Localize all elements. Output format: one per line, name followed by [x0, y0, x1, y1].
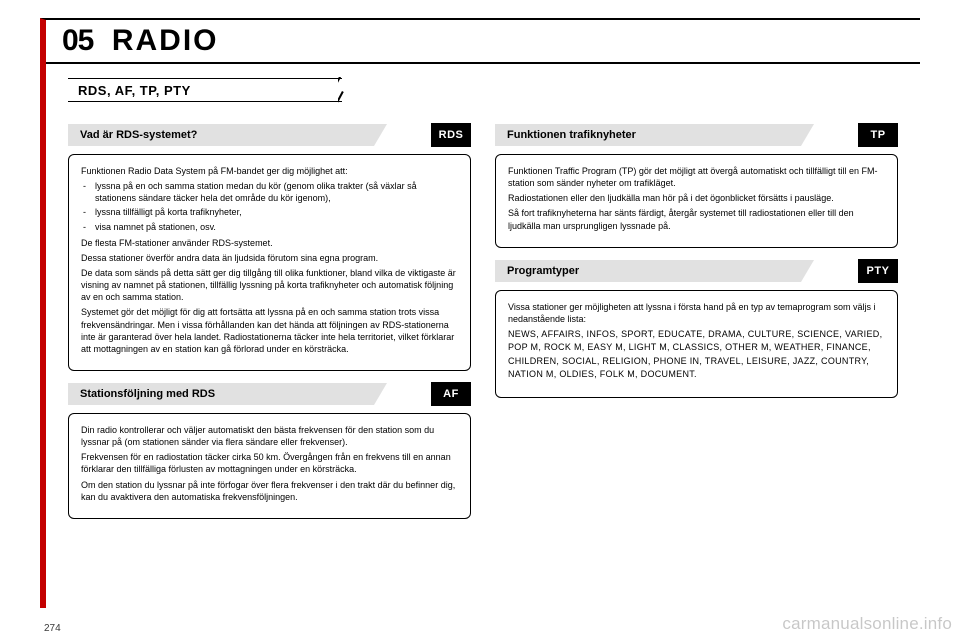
bullet-list: lyssna på en och samma station medan du …	[81, 180, 458, 233]
watermark: carmanualsonline.info	[782, 614, 952, 634]
rds-block: Vad är RDS-systemet? RDS Funktionen Radi…	[68, 124, 471, 371]
spacer	[495, 78, 898, 112]
rds-icon: RDS	[431, 123, 471, 147]
sub-heading: Stationsföljning med RDS AF	[68, 383, 471, 407]
sub-heading-label: Stationsföljning med RDS	[80, 388, 215, 400]
paragraph: Systemet gör det möjligt för dig att for…	[81, 306, 458, 355]
paragraph: Om den station du lyssnar på inte förfog…	[81, 479, 458, 503]
paragraph: Din radio kontrollerar och väljer automa…	[81, 424, 458, 448]
sub-heading: Vad är RDS-systemet? RDS	[68, 124, 471, 148]
paragraph: De data som sänds på detta sätt ger dig …	[81, 267, 458, 303]
af-block: Stationsföljning med RDS AF Din radio ko…	[68, 383, 471, 519]
paragraph: Vissa stationer ger möjligheten att lyss…	[508, 301, 885, 325]
paragraph: Radiostationen eller den ljudkälla man h…	[508, 192, 885, 204]
af-text-box: Din radio kontrollerar och väljer automa…	[68, 413, 471, 519]
af-icon: AF	[431, 382, 471, 406]
manual-page: 05 RADIO RDS, AF, TP, PTY Vad är RDS-sys…	[40, 18, 920, 608]
pty-text-box: Vissa stationer ger möjligheten att lyss…	[495, 290, 898, 398]
paragraph: Så fort trafiknyheterna har sänts färdig…	[508, 207, 885, 231]
sub-heading-label: Programtyper	[507, 265, 579, 277]
heading-slash-icon	[338, 77, 378, 103]
paragraph: Funktionen Radio Data System på FM-bande…	[81, 165, 458, 177]
tp-text-box: Funktionen Traffic Program (TP) gör det …	[495, 154, 898, 248]
paragraph: Frekvensen för en radiostation täcker ci…	[81, 451, 458, 475]
chapter-number: 05	[62, 24, 93, 58]
left-column: RDS, AF, TP, PTY Vad är RDS-systemet? RD…	[68, 78, 471, 519]
list-item: lyssna tillfälligt på korta trafiknyhete…	[95, 206, 458, 218]
paragraph: De flesta FM-stationer använder RDS-syst…	[81, 237, 458, 249]
pty-block: Programtyper PTY Vissa stationer ger möj…	[495, 260, 898, 398]
rds-text-box: Funktionen Radio Data System på FM-bande…	[68, 154, 471, 371]
sub-heading-label: Funktionen trafiknyheter	[507, 129, 636, 141]
paragraph: Dessa stationer överför andra data än lj…	[81, 252, 458, 264]
page-number: 274	[44, 623, 61, 634]
right-column: Funktionen trafiknyheter TP Funktionen T…	[495, 78, 898, 519]
content-area: RDS, AF, TP, PTY Vad är RDS-systemet? RD…	[46, 64, 920, 519]
program-type-list: NEWS, AFFAIRS, INFOS, SPORT, EDUCATE, DR…	[508, 328, 885, 382]
section-heading: RDS, AF, TP, PTY	[78, 83, 191, 98]
tp-icon: TP	[858, 123, 898, 147]
chapter-title: RADIO	[112, 24, 219, 58]
pty-icon: PTY	[858, 259, 898, 283]
sub-heading: Programtyper PTY	[495, 260, 898, 284]
sub-heading: Funktionen trafiknyheter TP	[495, 124, 898, 148]
section-heading-bar: RDS, AF, TP, PTY	[68, 78, 471, 104]
list-item: lyssna på en och samma station medan du …	[95, 180, 458, 204]
chapter-title-bar: 05 RADIO	[46, 20, 920, 64]
paragraph: Funktionen Traffic Program (TP) gör det …	[508, 165, 885, 189]
list-item: visa namnet på stationen, osv.	[95, 221, 458, 233]
tp-block: Funktionen trafiknyheter TP Funktionen T…	[495, 124, 898, 248]
sub-heading-label: Vad är RDS-systemet?	[80, 129, 197, 141]
